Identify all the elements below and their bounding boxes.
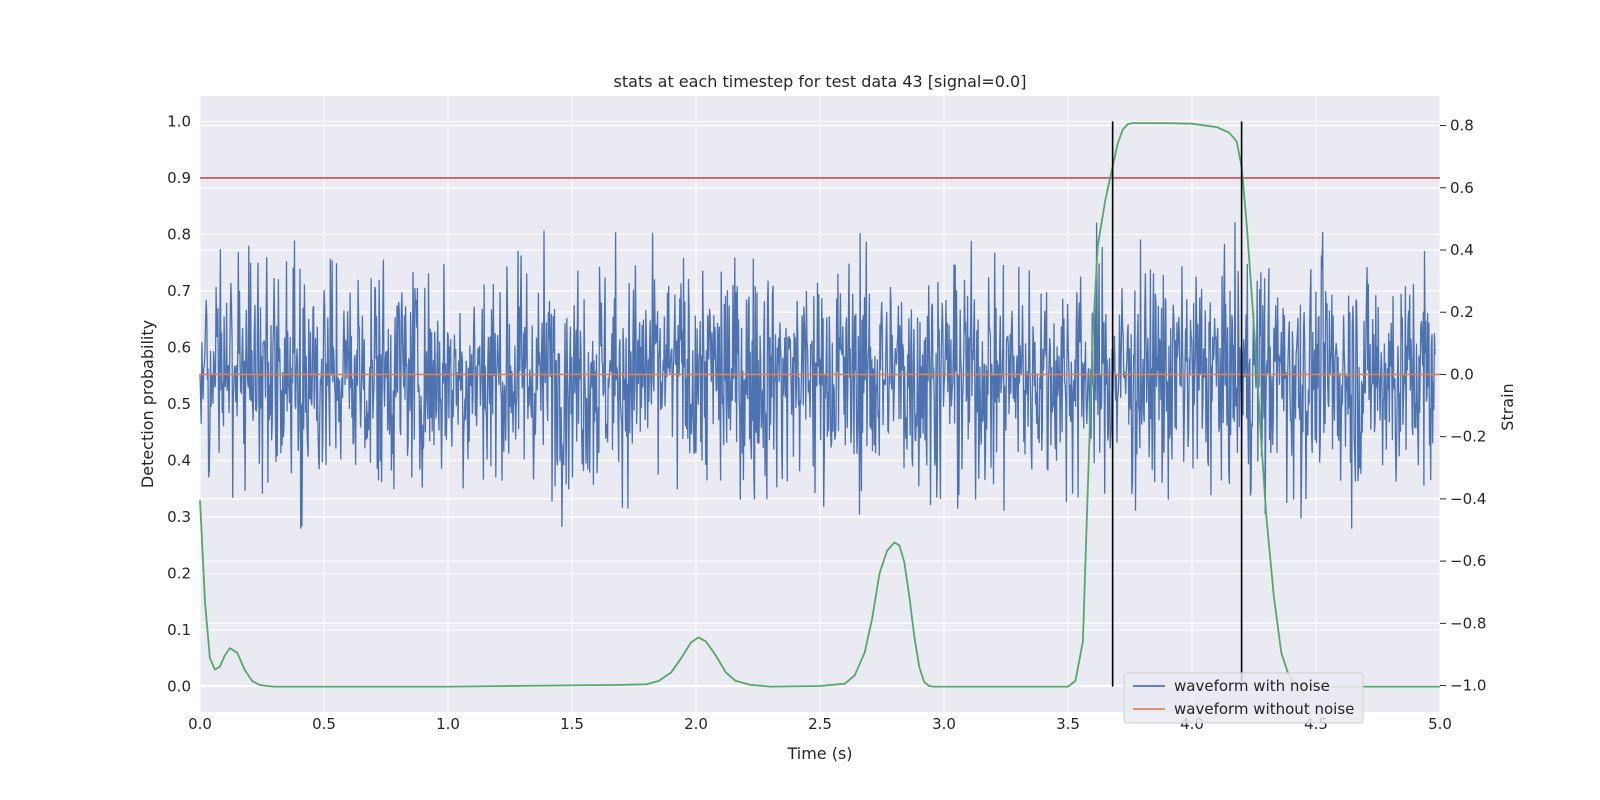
- x-tick-label: 2.5: [808, 715, 832, 733]
- marks: [1111, 121, 1243, 687]
- y-tick-label: 0.8: [167, 225, 191, 243]
- y2-tick-label: −0.4: [1450, 490, 1486, 508]
- series-layer: [199, 122, 1440, 688]
- y2-tick-label: 0.4: [1450, 241, 1474, 259]
- y-tick-label: 0.2: [167, 565, 191, 583]
- y2-tick-label: −1.0: [1450, 677, 1486, 695]
- legend-label-clean: waveform without noise: [1174, 700, 1354, 718]
- x-tick-label: 3.5: [1056, 715, 1080, 733]
- y-axis-label: Detection probability: [138, 320, 157, 488]
- legend-box: [1123, 672, 1364, 724]
- y-tick-label: 0.0: [167, 678, 191, 696]
- x-tick-label: 5.0: [1428, 715, 1452, 733]
- y2-tick-label: 0.2: [1450, 303, 1474, 321]
- chart-title: stats at each timestep for test data 43 …: [614, 72, 1027, 91]
- y2-tick-label: −0.8: [1450, 614, 1486, 632]
- x-tick-label: 0.0: [188, 715, 212, 733]
- y2-tick-label: 0.0: [1450, 365, 1474, 383]
- y2-tick-label: 0.8: [1450, 117, 1474, 135]
- y2-tick-label: −0.2: [1450, 428, 1486, 446]
- legend-label-noise: waveform with noise: [1174, 677, 1330, 695]
- series-detection-probability: [199, 122, 1440, 688]
- x-tick-label: 1.0: [436, 715, 460, 733]
- x-axis-label: Time (s): [786, 744, 852, 763]
- y2-tick-label: −0.6: [1450, 552, 1486, 570]
- y-tick-label: 1.0: [167, 112, 191, 130]
- y-tick-label: 0.3: [167, 508, 191, 526]
- y-tick-label: 0.4: [167, 452, 191, 470]
- y-tick-label: 0.7: [167, 282, 191, 300]
- legend: waveform with noise waveform without noi…: [1123, 672, 1364, 724]
- y-tick-label: 0.1: [167, 621, 191, 639]
- y-tick-label: 0.9: [167, 169, 191, 187]
- y2-tick-label: 0.6: [1450, 179, 1474, 197]
- x-tick-label: 2.0: [684, 715, 708, 733]
- x-tick-label: 1.5: [560, 715, 584, 733]
- ticks: 0.0 0.5 1.0 1.5 2.0 2.5 3.0 3.5 4.0 4.5 5.00.00.10…: [167, 112, 1486, 733]
- series-waveform-with-noise: [199, 222, 1436, 529]
- y-tick-label: 0.5: [167, 395, 191, 413]
- x-tick-label: 0.5: [312, 715, 336, 733]
- y2-axis-label: Strain: [1498, 383, 1517, 430]
- x-tick-label: 3.0: [932, 715, 956, 733]
- y-tick-label: 0.6: [167, 338, 191, 356]
